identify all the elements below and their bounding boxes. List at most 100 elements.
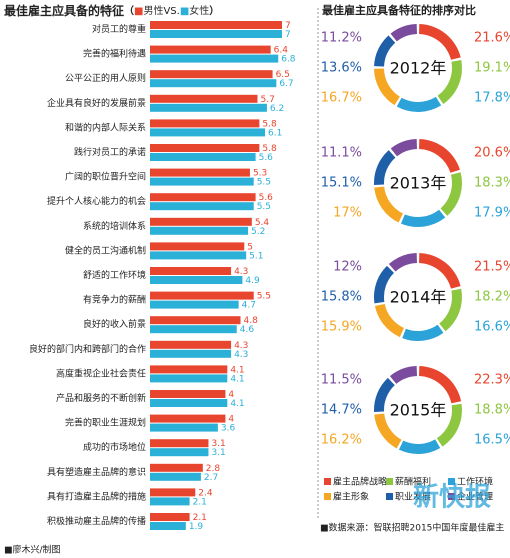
- value-label: 5.7: [260, 95, 274, 105]
- value-label: 2.4: [198, 488, 213, 498]
- donut-value-label: 11.2%: [321, 31, 362, 46]
- donut-center-label: 2013年: [390, 174, 447, 193]
- donut-segment: [374, 150, 396, 185]
- donut-value-label: 16.7%: [321, 91, 362, 106]
- donut-segment: [374, 303, 404, 338]
- category-label: 具有塑造雇主品牌的意识: [47, 466, 146, 478]
- category-label: 系统的培训体系: [83, 220, 146, 232]
- donut-center-label: 2012年: [390, 59, 447, 78]
- value-label: 5.6: [259, 193, 274, 203]
- bar: [150, 463, 203, 472]
- bar: [150, 217, 252, 226]
- category-label: 产品和服务的不断创新: [56, 392, 146, 404]
- value-label: 5.8: [262, 144, 277, 154]
- legend-swatch: [448, 493, 455, 500]
- value-label: 3.6: [221, 424, 236, 434]
- donut-value-label: 11.1%: [321, 146, 362, 161]
- donut-value-label: 16.2%: [321, 433, 362, 448]
- bar: [150, 349, 232, 358]
- bar: [150, 70, 273, 79]
- value-label: 6.7: [279, 79, 293, 89]
- value-label: 4.1: [230, 365, 244, 375]
- category-label: 具有打造雇主品牌的措施: [47, 490, 146, 502]
- value-label: 4.3: [234, 267, 248, 277]
- bar: [150, 513, 190, 521]
- donut-value-label: 16.6%: [474, 320, 510, 335]
- bar: [150, 300, 239, 309]
- legend-swatch: [386, 478, 393, 485]
- value-label: 2.1: [193, 513, 207, 523]
- watermark: 新快报: [413, 482, 491, 513]
- bar: [150, 242, 245, 251]
- category-label: 有竞争力的薪酬: [83, 294, 146, 306]
- donut-segment: [436, 403, 462, 447]
- donut-segment: [388, 253, 417, 272]
- bar: [150, 119, 260, 128]
- value-label: 5.5: [257, 202, 271, 212]
- value-label: 5.8: [262, 119, 277, 129]
- donut-value-label: 16.5%: [474, 433, 510, 448]
- donut-segment: [374, 186, 403, 223]
- category-label: 完善的职业生涯规划: [65, 417, 146, 429]
- donut-segment: [389, 366, 417, 384]
- value-label: 4.1: [230, 399, 244, 409]
- bar: [150, 54, 279, 63]
- donut-value-label: 15.1%: [321, 176, 362, 191]
- bar: [150, 21, 282, 29]
- legend-label: 男性: [143, 4, 163, 17]
- bar: [150, 488, 196, 497]
- value-label: 4.3: [234, 341, 248, 351]
- bar: [150, 325, 237, 334]
- donut-value-label: 17%: [333, 206, 362, 221]
- legend-bracket: ）: [209, 4, 219, 17]
- bar: [150, 251, 247, 260]
- donut-value-label: 21.6%: [474, 31, 510, 46]
- bar: [150, 439, 209, 448]
- bar: [150, 168, 250, 177]
- category-label: 提升个人核心能力的机会: [47, 195, 146, 207]
- bar: [150, 390, 226, 398]
- legend-label: 企业管理: [457, 491, 493, 503]
- donut-segment: [374, 68, 400, 106]
- value-label: 5.5: [257, 178, 271, 188]
- bar: [150, 193, 256, 202]
- donut-value-label: 11.5%: [321, 373, 362, 388]
- bar: [150, 94, 258, 103]
- legend-label: 工作环境: [457, 476, 493, 488]
- donut-value-label: 21.5%: [474, 260, 510, 275]
- donut-value-label: 13.6%: [321, 61, 362, 76]
- bar: [150, 374, 228, 383]
- value-label: 4.8: [244, 316, 259, 326]
- category-label: 积极推动雇主品牌的传播: [47, 515, 146, 527]
- value-label: 5.1: [249, 251, 263, 261]
- donut-value-label: 12%: [333, 260, 362, 275]
- bar: [150, 177, 254, 186]
- value-label: 5.2: [251, 227, 265, 237]
- donut-value-label: 18.3%: [474, 176, 510, 191]
- legend-separator: VS.: [163, 6, 179, 17]
- value-label: 4.6: [240, 325, 255, 335]
- donut-segment: [402, 324, 444, 341]
- donut-segment: [437, 59, 462, 104]
- value-label: 6.2: [270, 104, 284, 114]
- value-label: 3.1: [211, 439, 225, 449]
- bar: [150, 30, 282, 38]
- category-label: 践行对员工的承诺: [74, 146, 146, 158]
- legend-swatch: [324, 478, 331, 485]
- donut-value-label: 15.8%: [321, 290, 362, 305]
- value-label: 2.7: [204, 473, 218, 483]
- donut-segment: [396, 96, 442, 113]
- value-label: 2.1: [193, 497, 207, 507]
- bar: [150, 340, 232, 349]
- legend-label: 女性: [189, 4, 209, 17]
- donut-segment: [419, 24, 461, 60]
- donut-segment: [390, 139, 417, 157]
- legend-swatch: [386, 493, 393, 500]
- donut-value-label: 18.2%: [474, 290, 510, 305]
- donut-segment: [374, 413, 402, 449]
- donut-value-label: 19.1%: [474, 61, 510, 76]
- legend-label: 薪酬福利: [395, 476, 431, 488]
- bar: [150, 316, 241, 325]
- category-label: 对员工的尊重: [92, 23, 146, 35]
